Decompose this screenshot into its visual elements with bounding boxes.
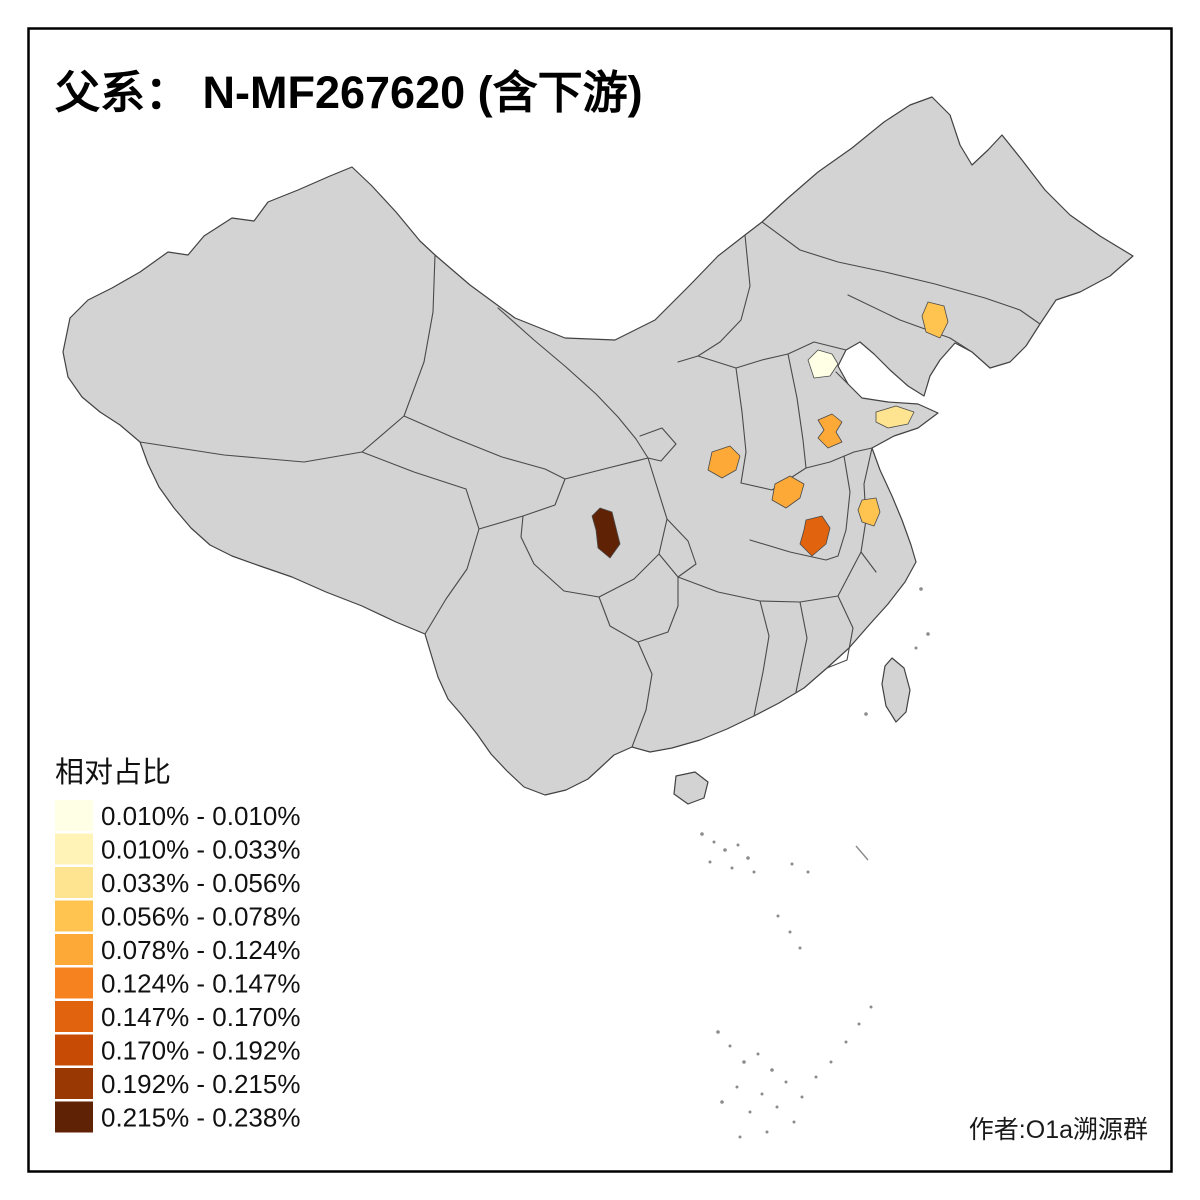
region-northeast	[921, 301, 949, 339]
legend-label: 0.147% - 0.170%	[101, 1002, 300, 1032]
author-credit: 作者:O1a溯源群	[969, 1116, 1148, 1144]
legend-label: 0.170% - 0.192%	[101, 1036, 300, 1066]
legend-swatch	[55, 1001, 93, 1032]
legend-row: 0.192% - 0.215%	[55, 1068, 300, 1099]
mainland-china	[62, 96, 1134, 796]
legend-row: 0.124% - 0.147%	[55, 967, 300, 999]
taiwan-island	[881, 657, 911, 723]
legend-label: 0.056% - 0.078%	[101, 902, 300, 932]
legend-row: 0.078% - 0.124%	[55, 934, 300, 965]
legend-swatch	[55, 800, 93, 831]
legend-label: 0.192% - 0.215%	[101, 1069, 300, 1099]
legend-swatch	[55, 867, 93, 898]
province-borders	[139, 221, 1041, 748]
region-shaanxi-north	[707, 445, 741, 479]
china-map	[62, 96, 1134, 1139]
region-henan-central	[771, 475, 805, 509]
legend-label: 0.078% - 0.124%	[101, 935, 300, 965]
region-shandong-peninsula	[875, 405, 915, 429]
legend-title: 相对占比	[55, 756, 171, 789]
legend-row: 0.170% - 0.192%	[55, 1034, 300, 1066]
legend-row: 0.147% - 0.170%	[55, 1001, 300, 1032]
legend-label: 0.215% - 0.238%	[101, 1103, 300, 1133]
legend: 相对占比 0.010% - 0.010% 0.010% - 0.033% 0.0…	[55, 756, 300, 1133]
legend-swatch	[55, 1034, 93, 1066]
region-sichuan-west	[591, 507, 621, 559]
plot-frame	[27, 27, 1173, 1173]
south-china-sea-islands	[700, 587, 930, 1139]
legend-label: 0.010% - 0.033%	[101, 835, 300, 865]
legend-swatch	[55, 1068, 93, 1099]
legend-swatch	[55, 934, 93, 965]
legend-label: 0.033% - 0.056%	[101, 868, 300, 898]
legend-row: 0.010% - 0.033%	[55, 833, 300, 865]
region-shandong-west	[817, 413, 843, 449]
hainan-island	[673, 771, 709, 805]
legend-label: 0.010% - 0.010%	[101, 801, 300, 831]
legend-row: 0.033% - 0.056%	[55, 867, 300, 898]
region-henan-south	[799, 515, 831, 557]
legend-row: 0.215% - 0.238%	[55, 1101, 300, 1133]
legend-swatch	[55, 900, 93, 932]
page-title: 父系： N-MF267620 (含下游)	[55, 67, 643, 118]
legend-label: 0.124% - 0.147%	[101, 969, 300, 999]
legend-row: 0.010% - 0.010%	[55, 800, 300, 831]
legend-swatch	[55, 967, 93, 999]
legend-swatch	[55, 1101, 93, 1133]
region-beijing-area	[807, 349, 839, 379]
highlighted-regions	[591, 301, 949, 559]
legend-row: 0.056% - 0.078%	[55, 900, 300, 932]
legend-swatch	[55, 833, 93, 865]
region-jiangsu-north	[857, 497, 881, 527]
